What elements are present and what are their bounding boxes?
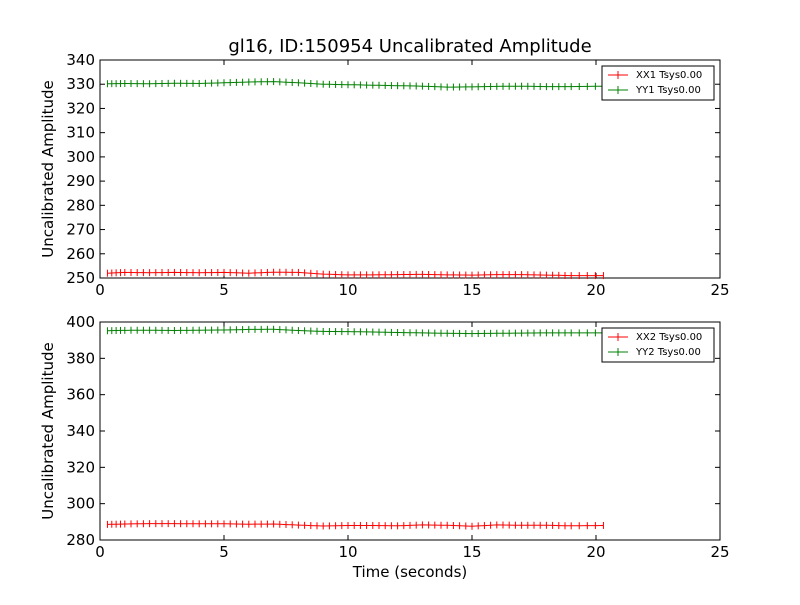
top-y-tick-label: 250 — [66, 269, 95, 287]
top-x-tick-label: 25 — [710, 281, 729, 299]
bottom-series — [106, 325, 604, 530]
bottom-x-tick-label: 0 — [95, 543, 105, 561]
top-plot-frame — [99, 59, 721, 279]
top-y-tick-label: 320 — [66, 99, 95, 117]
bottom-y-tick-label: 380 — [66, 349, 95, 367]
top-y-tick-label: 340 — [66, 51, 95, 69]
top-y-tick-label: 330 — [66, 75, 95, 93]
bottom-y-tick-label: 340 — [66, 422, 95, 440]
figure-title: gl16, ID:150954 Uncalibrated Amplitude — [228, 36, 591, 57]
top-y-tick-label: 290 — [66, 172, 95, 190]
bottom-x-tick-label: 25 — [710, 543, 729, 561]
bottom-legend-box — [601, 327, 715, 363]
bottom-y-tick-label: 280 — [66, 531, 95, 549]
bottom-x-tick-label: 10 — [338, 543, 357, 561]
top-subplot: 0 5 10 15 20 25 250 260 270 280 290 300 310 320 330 340… — [39, 51, 730, 299]
top-y-tick-label: 280 — [66, 196, 95, 214]
top-series-line-xx1 — [107, 271, 604, 277]
bottom-y-tick-label: 400 — [66, 313, 95, 331]
top-x-tick-label: 5 — [219, 281, 229, 299]
top-legend-label-xx1: XX1 Tsys0.00 — [636, 70, 702, 81]
top-y-tick-label: 310 — [66, 124, 95, 142]
top-series — [106, 78, 604, 280]
bottom-subplot: 0 5 10 15 20 25 280 300 320 340 360 380 400 Uncalibr… — [39, 313, 730, 581]
top-y-axis-label: Uncalibrated Amplitude — [39, 80, 57, 257]
bottom-y-tick-label: 360 — [66, 386, 95, 404]
bottom-ticks: 0 5 10 15 20 25 280 300 320 340 360 380 400 — [66, 313, 729, 561]
top-x-tick-label: 15 — [462, 281, 481, 299]
bottom-x-tick-label: 20 — [586, 543, 605, 561]
top-legend-label-yy1: YY1 Tsys0.00 — [635, 85, 701, 96]
bottom-x-tick-label: 5 — [219, 543, 229, 561]
top-x-tick-label: 20 — [586, 281, 605, 299]
bottom-legend: XX2 Tsys0.00 YY2 Tsys0.00 — [601, 327, 715, 363]
top-x-tick-label: 0 — [95, 281, 105, 299]
top-ticks: 0 5 10 15 20 25 250 260 270 280 290 300 310 320 330 340 — [66, 51, 729, 299]
top-y-tick-label: 300 — [66, 148, 95, 166]
bottom-y-tick-label: 300 — [66, 495, 95, 513]
bottom-y-tick-label: 320 — [66, 458, 95, 476]
top-legend: XX1 Tsys0.00 YY1 Tsys0.00 — [601, 65, 715, 101]
bottom-series-line-xx2 — [107, 523, 604, 527]
bottom-series-line-yy2 — [107, 328, 604, 335]
bottom-x-tick-label: 15 — [462, 543, 481, 561]
top-y-tick-label: 270 — [66, 221, 95, 239]
bottom-legend-label-yy2: YY2 Tsys0.00 — [635, 347, 701, 358]
top-x-tick-label: 10 — [338, 281, 357, 299]
bottom-y-axis-label: Uncalibrated Amplitude — [39, 342, 57, 519]
x-axis-label: Time (seconds) — [352, 563, 468, 581]
top-legend-box — [601, 65, 715, 101]
bottom-legend-label-xx2: XX2 Tsys0.00 — [636, 332, 702, 343]
top-series-line-yy1 — [107, 81, 604, 88]
top-y-tick-label: 260 — [66, 245, 95, 263]
